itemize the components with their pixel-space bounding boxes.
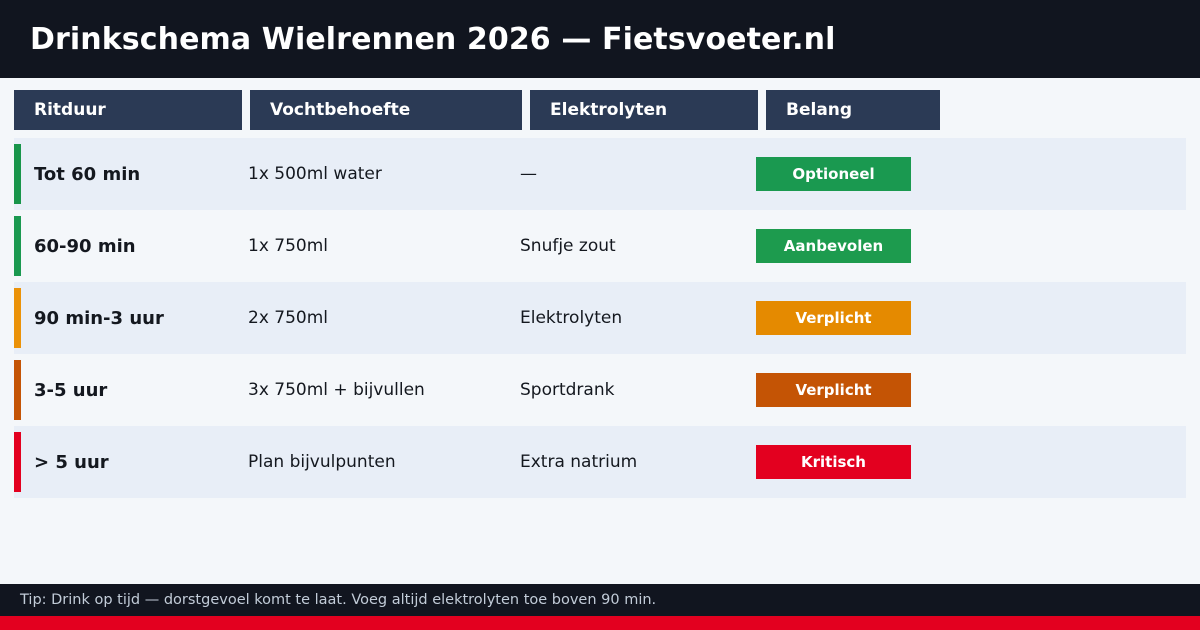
cell-belang: Aanbevolen <box>756 229 946 263</box>
column-header-elektrolyten: Elektrolyten <box>530 90 758 130</box>
row-accent-bar <box>14 432 21 492</box>
table-row: > 5 uur Plan bijvulpunten Extra natrium … <box>14 426 1186 498</box>
table-row: Tot 60 min 1x 500ml water — Optioneel <box>14 138 1186 210</box>
footer-tip-text: Tip: Drink op tijd — dorstgevoel komt te… <box>20 592 657 608</box>
cell-belang: Kritisch <box>756 445 946 479</box>
cell-elektrolyten: Extra natrium <box>520 452 638 472</box>
table-row: 3-5 uur 3x 750ml + bijvullen Sportdrank … <box>14 354 1186 426</box>
cell-belang: Optioneel <box>756 157 946 191</box>
row-accent-bar <box>14 360 21 420</box>
cell-vochtbehoefte: 1x 500ml water <box>248 164 382 184</box>
title-bar: Drinkschema Wielrennen 2026 — Fietsvoete… <box>0 0 1200 78</box>
table-body: Tot 60 min 1x 500ml water — Optioneel 60… <box>0 138 1200 498</box>
status-badge: Optioneel <box>756 157 911 191</box>
cell-ritduur: 3-5 uur <box>34 379 108 401</box>
cell-vochtbehoefte: 3x 750ml + bijvullen <box>248 380 425 400</box>
cell-elektrolyten: Elektrolyten <box>520 308 623 328</box>
column-header-vochtbehoefte: Vochtbehoefte <box>250 90 522 130</box>
row-accent-bar <box>14 144 21 204</box>
table-header-row: Ritduur Vochtbehoefte Elektrolyten Belan… <box>0 78 1200 130</box>
cell-elektrolyten: — <box>520 164 537 184</box>
status-badge: Verplicht <box>756 373 911 407</box>
cell-ritduur: 60-90 min <box>34 235 136 257</box>
cell-ritduur: 90 min-3 uur <box>34 307 164 329</box>
status-badge: Verplicht <box>756 301 911 335</box>
cell-elektrolyten: Sportdrank <box>520 380 615 400</box>
cell-belang: Verplicht <box>756 373 946 407</box>
cell-vochtbehoefte: 1x 750ml <box>248 236 329 256</box>
cell-vochtbehoefte: 2x 750ml <box>248 308 329 328</box>
cell-ritduur: > 5 uur <box>34 451 109 473</box>
column-header-ritduur: Ritduur <box>14 90 242 130</box>
cell-ritduur: Tot 60 min <box>34 163 141 185</box>
cell-vochtbehoefte: Plan bijvulpunten <box>248 452 396 472</box>
row-accent-bar <box>14 216 21 276</box>
table-row: 90 min-3 uur 2x 750ml Elektrolyten Verpl… <box>14 282 1186 354</box>
bottom-accent-bar <box>0 616 1200 630</box>
drinking-schedule-table: Ritduur Vochtbehoefte Elektrolyten Belan… <box>0 78 1200 498</box>
status-badge: Aanbevolen <box>756 229 911 263</box>
page-title: Drinkschema Wielrennen 2026 — Fietsvoete… <box>30 21 836 57</box>
footer-bar: Tip: Drink op tijd — dorstgevoel komt te… <box>0 584 1200 616</box>
cell-belang: Verplicht <box>756 301 946 335</box>
cell-elektrolyten: Snufje zout <box>520 236 616 256</box>
column-header-belang: Belang <box>766 90 940 130</box>
table-row: 60-90 min 1x 750ml Snufje zout Aanbevole… <box>14 210 1186 282</box>
row-accent-bar <box>14 288 21 348</box>
status-badge: Kritisch <box>756 445 911 479</box>
